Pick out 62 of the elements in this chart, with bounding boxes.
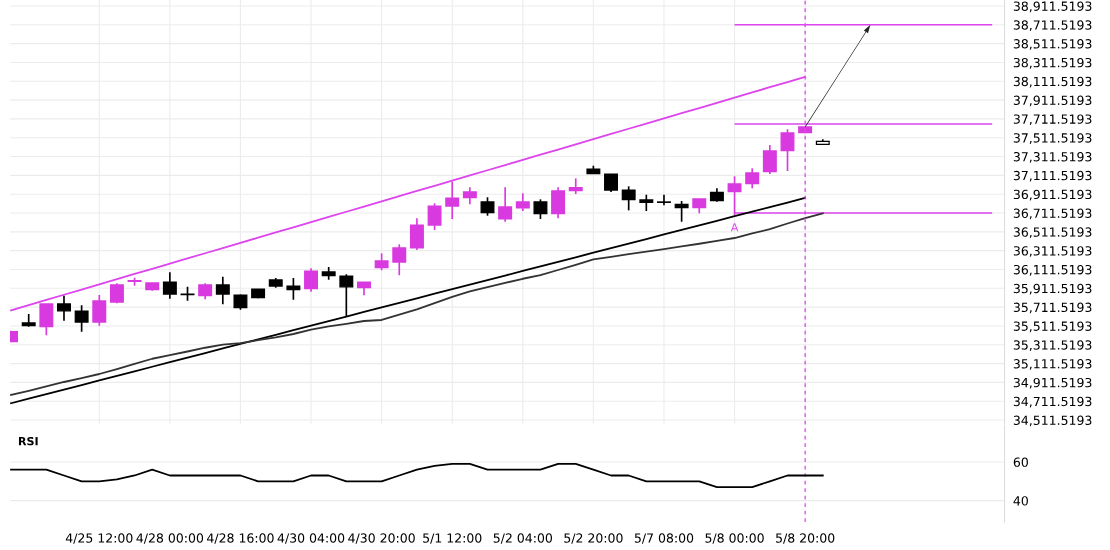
y-tick-label: 36,911.5193 — [1013, 189, 1092, 201]
y-tick-label: 37,711.5193 — [1013, 114, 1092, 126]
x-tick-label: 5/8 20:00 — [776, 533, 835, 544]
candlestick — [445, 180, 460, 220]
y-tick-label: 40 — [1013, 496, 1028, 506]
candlestick — [339, 273, 354, 318]
x-tick-label: 4/28 16:00 — [207, 533, 274, 544]
candlestick — [74, 304, 89, 333]
y-tick-label: 34,911.5193 — [1013, 377, 1092, 389]
candlestick — [39, 303, 54, 337]
x-tick-label: 5/2 04:00 — [493, 533, 553, 544]
y-tick-label: 38,911.5193 — [1013, 1, 1092, 13]
candlestick — [745, 167, 760, 190]
y-tick-label: 38,111.5193 — [1013, 76, 1092, 88]
text: RSI — [18, 436, 38, 446]
y-tick-label: 35,711.5193 — [1013, 302, 1092, 314]
y-tick-label: 36,311.5193 — [1013, 246, 1092, 257]
x-tick-label: 4/30 20:00 — [348, 533, 415, 544]
candlestick — [92, 294, 107, 327]
candlestick — [533, 198, 548, 220]
y-tick-label: 35,911.5193 — [1013, 283, 1092, 295]
x-tick-label: 4/30 04:00 — [277, 533, 345, 544]
candlestick — [286, 277, 301, 301]
candlestick — [621, 185, 636, 212]
candlestick — [409, 217, 424, 251]
x-tick-label: 5/2 20:00 — [564, 533, 623, 544]
ref-line-label: A — [730, 223, 739, 232]
candlestick — [498, 186, 513, 223]
y-tick-label: 36,111.5193 — [1013, 264, 1092, 276]
y-tick-label: 38,311.5193 — [1013, 57, 1092, 69]
y-tick-label: 37,311.5193 — [1013, 152, 1092, 163]
y-tick-label: 34,711.5193 — [1013, 396, 1092, 408]
candlestick — [392, 243, 407, 277]
x-tick-label: 5/7 08:00 — [634, 533, 694, 544]
candlestick — [568, 177, 583, 195]
y-tick-label: 34,511.5193 — [1013, 415, 1092, 427]
y-tick-label: 37,511.5193 — [1013, 133, 1092, 144]
y-tick-label: 60 — [1013, 457, 1028, 467]
y-tick-label: 36,511.5193 — [1013, 227, 1092, 239]
x-tick-label: 5/1 12:00 — [423, 533, 482, 544]
candlestick — [762, 144, 777, 175]
candlestick — [727, 175, 742, 216]
y-tick-label: 37,911.5193 — [1013, 95, 1092, 107]
candlestick — [427, 202, 442, 231]
y-tick-label: 37,111.5193 — [1013, 170, 1092, 182]
y-tick-label: 35,311.5193 — [1013, 340, 1092, 351]
y-tick-label: 35,511.5193 — [1013, 321, 1092, 333]
candlestick — [304, 267, 319, 293]
candlestick — [480, 196, 495, 217]
candlestick — [215, 275, 230, 306]
y-tick-label: 38,711.5193 — [1013, 20, 1092, 31]
y-tick-label: 36,711.5193 — [1013, 208, 1092, 220]
x-tick-label: 4/25 12:00 — [65, 533, 133, 544]
x-tick-label: 4/28 00:00 — [136, 533, 204, 544]
candlestick — [57, 294, 71, 322]
candlestick — [162, 271, 177, 300]
x-tick-label: 5/8 00:00 — [705, 533, 764, 544]
candlestick — [551, 186, 566, 220]
line-series — [10, 462, 824, 489]
y-tick-label: 38,511.5193 — [1013, 39, 1092, 50]
candlestick — [780, 128, 795, 172]
y-tick-label: 35,111.5193 — [1013, 359, 1092, 370]
